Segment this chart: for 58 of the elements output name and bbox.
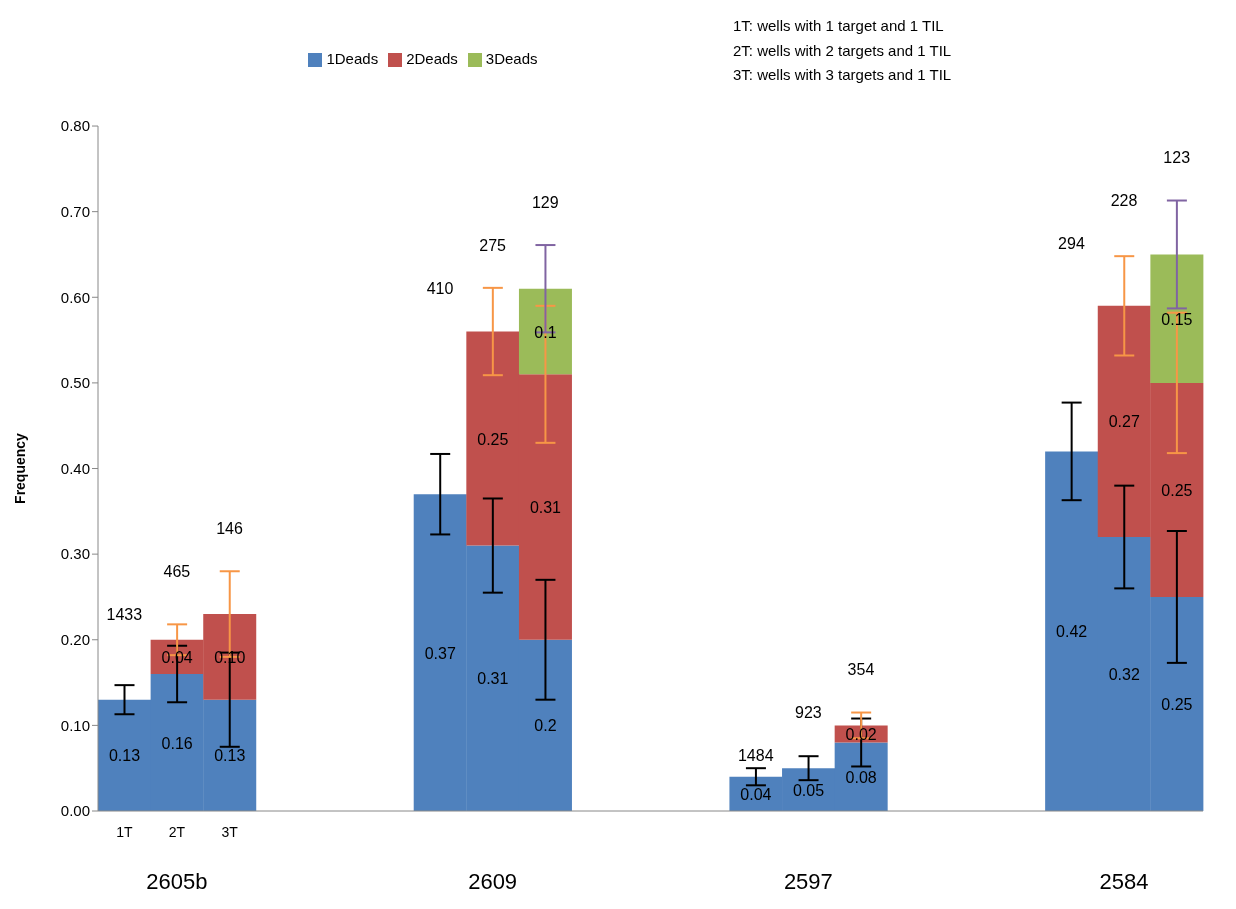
data-label: 0.13 [108,747,141,765]
legend-label: 3Deads [485,50,538,67]
text: 2584 [1099,869,1149,894]
annotation: 354 [847,661,875,679]
data-label: 0.37 [424,644,456,662]
annotation: 123 [1163,149,1191,167]
x-tick-label: 2T [168,824,186,840]
text: 3T: wells with 3 targets and 1 TIL [733,65,952,85]
y-tick-label: 0.20 [60,631,90,649]
data-label: 0.27 [1108,413,1140,431]
data-label: 0.32 [1108,666,1140,684]
data-label: 0.31 [529,499,562,517]
annotation: 294 [1058,235,1085,253]
data-label: 0.08 [845,768,877,786]
data-label: 0.25 [1161,695,1193,713]
data-label: 0.25 [477,430,509,448]
annotation: 129 [531,193,559,211]
bar [1150,254,1204,383]
y-tick-label: 0.40 [60,459,90,477]
text: 2609 [468,869,518,894]
legend-label: 1Deads [326,50,379,67]
annotation: 275 [479,236,507,254]
x-tick-label: 3T [221,824,239,840]
text: 2605b [146,869,208,894]
annotation: 228 [1110,192,1138,210]
data-label: 0.1 [534,323,557,341]
legend-label: 2Deads [406,50,458,67]
data-label: 0.2 [534,717,557,735]
data-label: 0.04 [161,648,193,666]
text: 1T: wells with 1 target and 1 TIL [733,16,945,36]
y-tick-label: 0.70 [60,202,90,220]
y-tick-label: 0.60 [60,288,90,306]
annotation: 146 [216,520,243,538]
data-label: 0.04 [740,785,772,803]
data-label: 0.13 [214,747,246,765]
data-label: 0.16 [161,734,193,752]
annotation: 1433 [106,605,143,623]
y-axis-title: Frequency [11,432,28,504]
data-label: 0.02 [845,725,877,743]
annotation: 923 [795,704,822,722]
data-label: 0.15 [1161,310,1193,328]
y-tick-label: 0.80 [60,117,90,135]
y-tick-label: 0.30 [60,545,90,563]
data-label: 0.05 [792,781,825,799]
text: 2597 [783,869,833,894]
data-label: 0.25 [1161,481,1193,499]
data-label: 0.42 [1056,623,1088,641]
y-tick-label: 0.50 [60,374,90,392]
annotation: 1484 [737,747,774,765]
data-label: 0.10 [214,648,246,666]
bar [518,288,572,375]
text: 2T: wells with 2 targets and 1 TIL [733,40,952,61]
data-label: 0.31 [477,670,509,688]
y-tick-label: 0.10 [60,716,90,734]
y-tick-label: 0.00 [60,802,90,820]
x-tick-label: 1T [116,824,133,840]
annotation: 465 [163,562,191,580]
annotation: 410 [426,279,454,297]
